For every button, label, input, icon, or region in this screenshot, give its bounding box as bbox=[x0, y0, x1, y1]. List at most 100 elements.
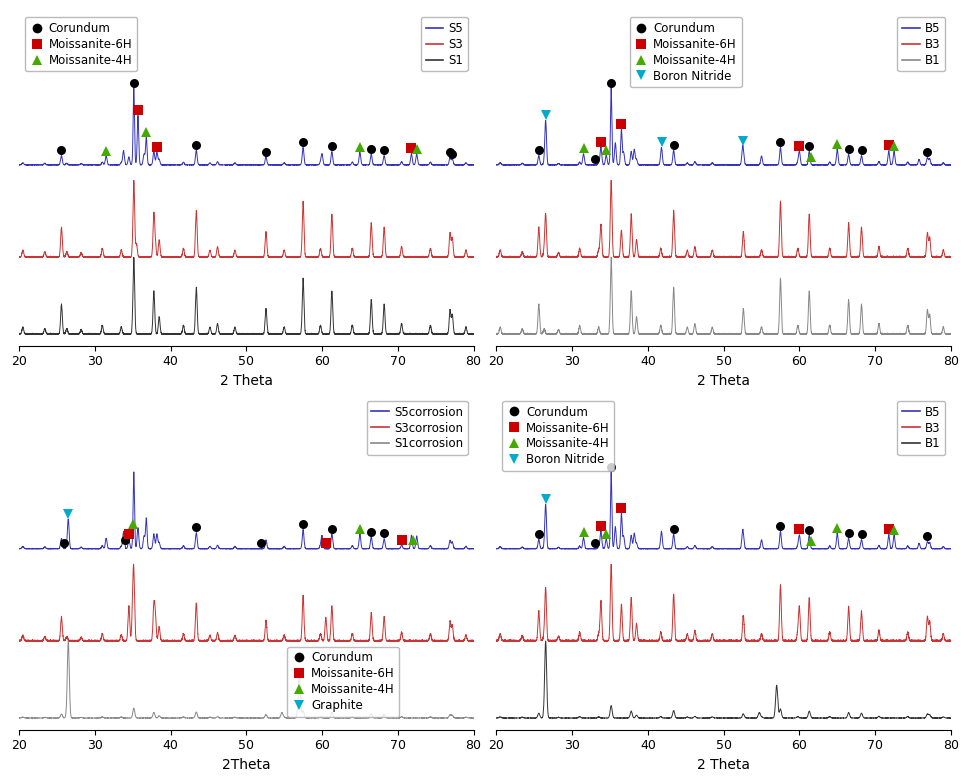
S3 bbox=[128, 175, 140, 185]
X-axis label: 2 Theta: 2 Theta bbox=[220, 374, 272, 388]
S5 bbox=[128, 83, 140, 92]
Line: S5: S5 bbox=[19, 88, 473, 165]
S1corrosion bbox=[454, 713, 466, 723]
S3corrosion bbox=[177, 630, 189, 639]
B1 bbox=[490, 713, 502, 723]
B5 bbox=[513, 544, 524, 554]
S5 bbox=[177, 157, 189, 167]
S5corrosion bbox=[177, 541, 189, 550]
S5corrosion bbox=[36, 544, 47, 554]
S3 bbox=[282, 252, 294, 262]
B5 bbox=[944, 544, 955, 554]
S3 bbox=[272, 253, 284, 262]
B3 bbox=[759, 252, 770, 262]
S3corrosion bbox=[301, 636, 313, 645]
B5 bbox=[827, 544, 838, 554]
S5 bbox=[282, 161, 294, 170]
S1corrosion bbox=[282, 713, 294, 723]
B3 bbox=[490, 252, 502, 262]
S3 bbox=[350, 252, 361, 262]
B1 bbox=[605, 253, 616, 262]
S1 bbox=[128, 253, 140, 262]
S5 bbox=[467, 161, 479, 170]
B3 bbox=[605, 560, 616, 569]
B1 bbox=[851, 329, 862, 338]
S5 bbox=[14, 161, 25, 170]
S3 bbox=[301, 252, 313, 262]
X-axis label: 2Theta: 2Theta bbox=[222, 758, 270, 772]
B3 bbox=[749, 637, 761, 646]
B5 bbox=[490, 161, 502, 170]
S1 bbox=[36, 330, 47, 339]
B1 bbox=[931, 713, 943, 723]
B3 bbox=[851, 252, 862, 262]
B5 bbox=[605, 83, 616, 92]
B3 bbox=[851, 636, 862, 645]
B5 bbox=[759, 544, 770, 554]
B3 bbox=[827, 252, 838, 262]
S1 bbox=[350, 330, 361, 339]
S5 bbox=[301, 160, 313, 169]
S3corrosion bbox=[14, 637, 25, 646]
B5 bbox=[944, 161, 955, 170]
B1 bbox=[654, 321, 666, 330]
B1 bbox=[749, 330, 761, 339]
S1corrosion bbox=[467, 713, 479, 723]
S3corrosion bbox=[282, 637, 294, 646]
S3corrosion bbox=[272, 637, 284, 646]
B1 bbox=[944, 713, 955, 723]
B3 bbox=[654, 628, 666, 637]
B5 bbox=[490, 544, 502, 554]
B3 bbox=[605, 175, 616, 185]
S5corrosion bbox=[128, 467, 140, 477]
S1 bbox=[374, 329, 386, 338]
B3 bbox=[654, 244, 666, 254]
S1corrosion bbox=[36, 713, 47, 723]
B1 bbox=[759, 330, 770, 339]
S5corrosion bbox=[282, 544, 294, 554]
Line: S1: S1 bbox=[19, 258, 473, 334]
Line: S3: S3 bbox=[19, 180, 473, 258]
S1 bbox=[14, 330, 25, 339]
S1 bbox=[301, 329, 313, 338]
S5 bbox=[374, 161, 386, 170]
S1 bbox=[467, 330, 479, 339]
S3 bbox=[177, 244, 189, 254]
S3corrosion bbox=[128, 560, 140, 569]
Line: S1corrosion: S1corrosion bbox=[19, 641, 473, 718]
S5corrosion bbox=[467, 544, 479, 554]
S5 bbox=[350, 161, 361, 170]
S1corrosion bbox=[177, 713, 189, 722]
Legend: Corundum, Moissanite-6H, Moissanite-4H, Graphite: Corundum, Moissanite-6H, Moissanite-4H, … bbox=[287, 647, 399, 717]
S1corrosion bbox=[301, 713, 313, 723]
S5corrosion bbox=[350, 544, 361, 554]
B5 bbox=[779, 543, 791, 553]
S1 bbox=[272, 330, 284, 339]
S1 bbox=[282, 330, 294, 339]
B5 bbox=[779, 160, 791, 169]
B1 bbox=[851, 713, 862, 723]
B1 bbox=[540, 637, 551, 646]
Line: B1: B1 bbox=[496, 641, 950, 718]
B3 bbox=[513, 252, 524, 262]
Line: B5: B5 bbox=[496, 88, 950, 165]
B5 bbox=[851, 160, 862, 169]
S5corrosion bbox=[14, 544, 25, 554]
B1 bbox=[513, 330, 524, 339]
B1 bbox=[759, 713, 770, 723]
Legend: B5, B3, B1: B5, B3, B1 bbox=[896, 401, 944, 455]
B5 bbox=[759, 161, 770, 170]
B3 bbox=[944, 252, 955, 262]
Line: B3: B3 bbox=[496, 565, 950, 641]
S3corrosion bbox=[467, 636, 479, 645]
S5corrosion bbox=[374, 544, 386, 554]
B5 bbox=[654, 145, 666, 154]
Line: B1: B1 bbox=[496, 258, 950, 334]
X-axis label: 2 Theta: 2 Theta bbox=[697, 374, 749, 388]
B1 bbox=[827, 330, 838, 339]
B5 bbox=[749, 544, 761, 554]
B3 bbox=[779, 251, 791, 261]
B3 bbox=[779, 635, 791, 644]
B1 bbox=[490, 330, 502, 339]
B1 bbox=[654, 712, 666, 721]
